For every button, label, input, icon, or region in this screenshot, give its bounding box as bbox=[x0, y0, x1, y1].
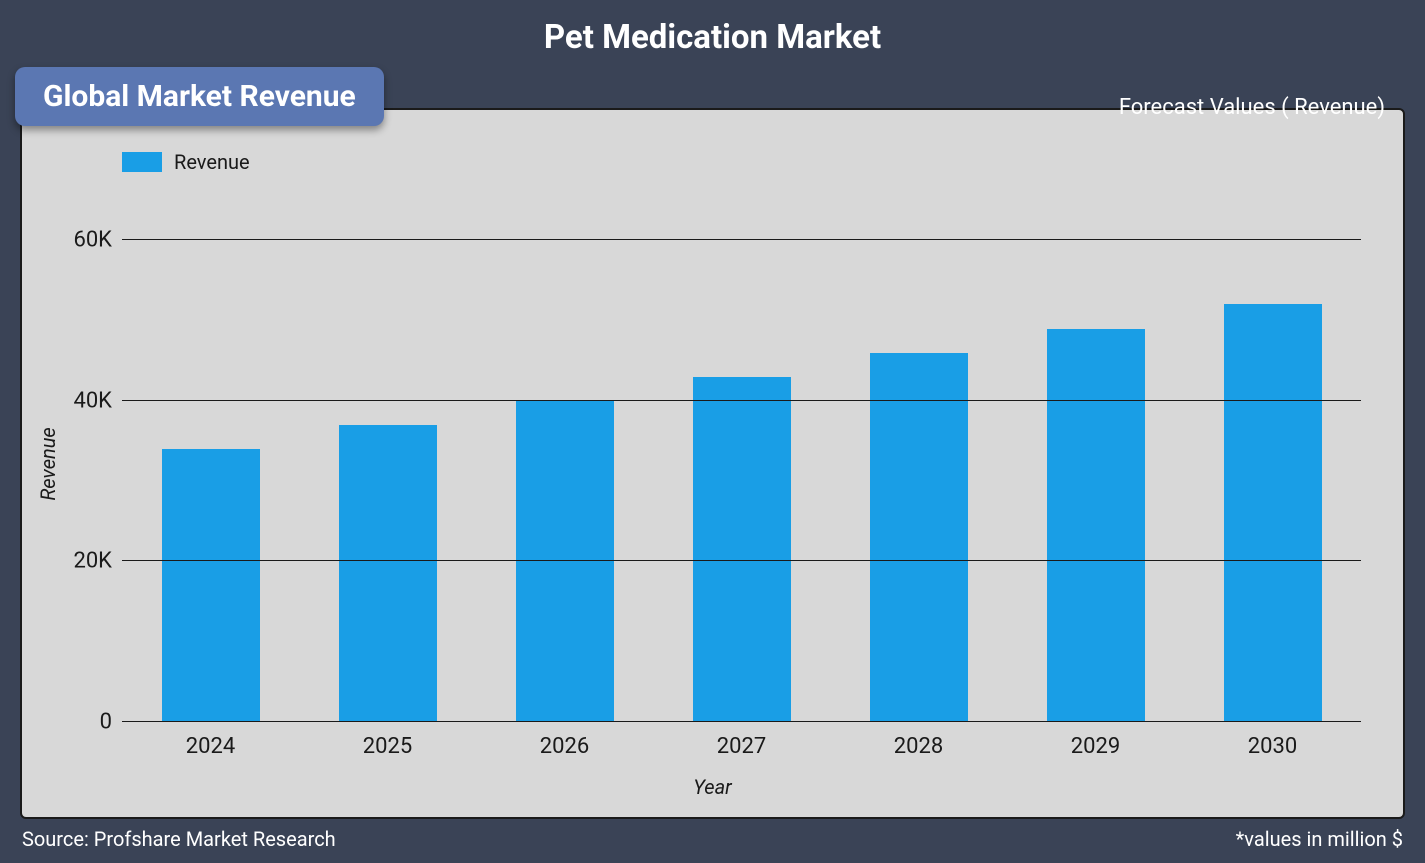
gridline: 60K bbox=[122, 239, 1361, 240]
y-tick-label: 0 bbox=[100, 710, 112, 735]
x-tick-label: 2030 bbox=[1184, 734, 1361, 759]
bar bbox=[1224, 304, 1322, 722]
bar bbox=[693, 377, 791, 722]
footer-row: Source: Profshare Market Research *value… bbox=[20, 819, 1405, 851]
chart-frame: Revenue Revenue 202420252026202720282029… bbox=[20, 108, 1405, 819]
bar-slot: 2027 bbox=[653, 200, 830, 722]
bar-slot: 2029 bbox=[1007, 200, 1184, 722]
bar-slot: 2026 bbox=[476, 200, 653, 722]
gridline: 0 bbox=[122, 721, 1361, 722]
x-tick-label: 2028 bbox=[830, 734, 1007, 759]
chart-container: Pet Medication Market Global Market Reve… bbox=[0, 0, 1425, 863]
y-axis-title: Revenue bbox=[36, 427, 60, 500]
chart-legend: Revenue bbox=[122, 150, 250, 174]
x-tick-label: 2024 bbox=[122, 734, 299, 759]
bar bbox=[870, 353, 968, 722]
y-tick-label: 40K bbox=[73, 388, 112, 413]
x-axis-title: Year bbox=[693, 775, 731, 799]
gridline: 40K bbox=[122, 400, 1361, 401]
bar-slot: 2024 bbox=[122, 200, 299, 722]
bar-slot: 2028 bbox=[830, 200, 1007, 722]
bars-row: 2024202520262027202820292030 bbox=[122, 200, 1361, 722]
x-tick-label: 2029 bbox=[1007, 734, 1184, 759]
forecast-label: Forecast Values ( Revenue) bbox=[1119, 95, 1385, 126]
page-title: Pet Medication Market bbox=[20, 18, 1405, 57]
bar bbox=[162, 449, 260, 722]
x-tick-label: 2027 bbox=[653, 734, 830, 759]
legend-swatch bbox=[122, 152, 162, 172]
y-tick-label: 20K bbox=[73, 549, 112, 574]
bar-slot: 2025 bbox=[299, 200, 476, 722]
gridline: 20K bbox=[122, 560, 1361, 561]
x-tick-label: 2025 bbox=[299, 734, 476, 759]
bar-slot: 2030 bbox=[1184, 200, 1361, 722]
y-tick-label: 60K bbox=[73, 228, 112, 253]
bar bbox=[516, 401, 614, 722]
legend-label: Revenue bbox=[174, 150, 250, 174]
header-row: Global Market Revenue Forecast Values ( … bbox=[20, 67, 1405, 126]
x-tick-label: 2026 bbox=[476, 734, 653, 759]
footer-source: Source: Profshare Market Research bbox=[22, 827, 336, 851]
footer-units: *values in million $ bbox=[1236, 827, 1403, 851]
plot-area: 2024202520262027202820292030 0 20K 40K 60K bbox=[122, 200, 1361, 722]
bar bbox=[339, 425, 437, 722]
subtitle-badge: Global Market Revenue bbox=[15, 67, 384, 126]
bar bbox=[1047, 329, 1145, 723]
